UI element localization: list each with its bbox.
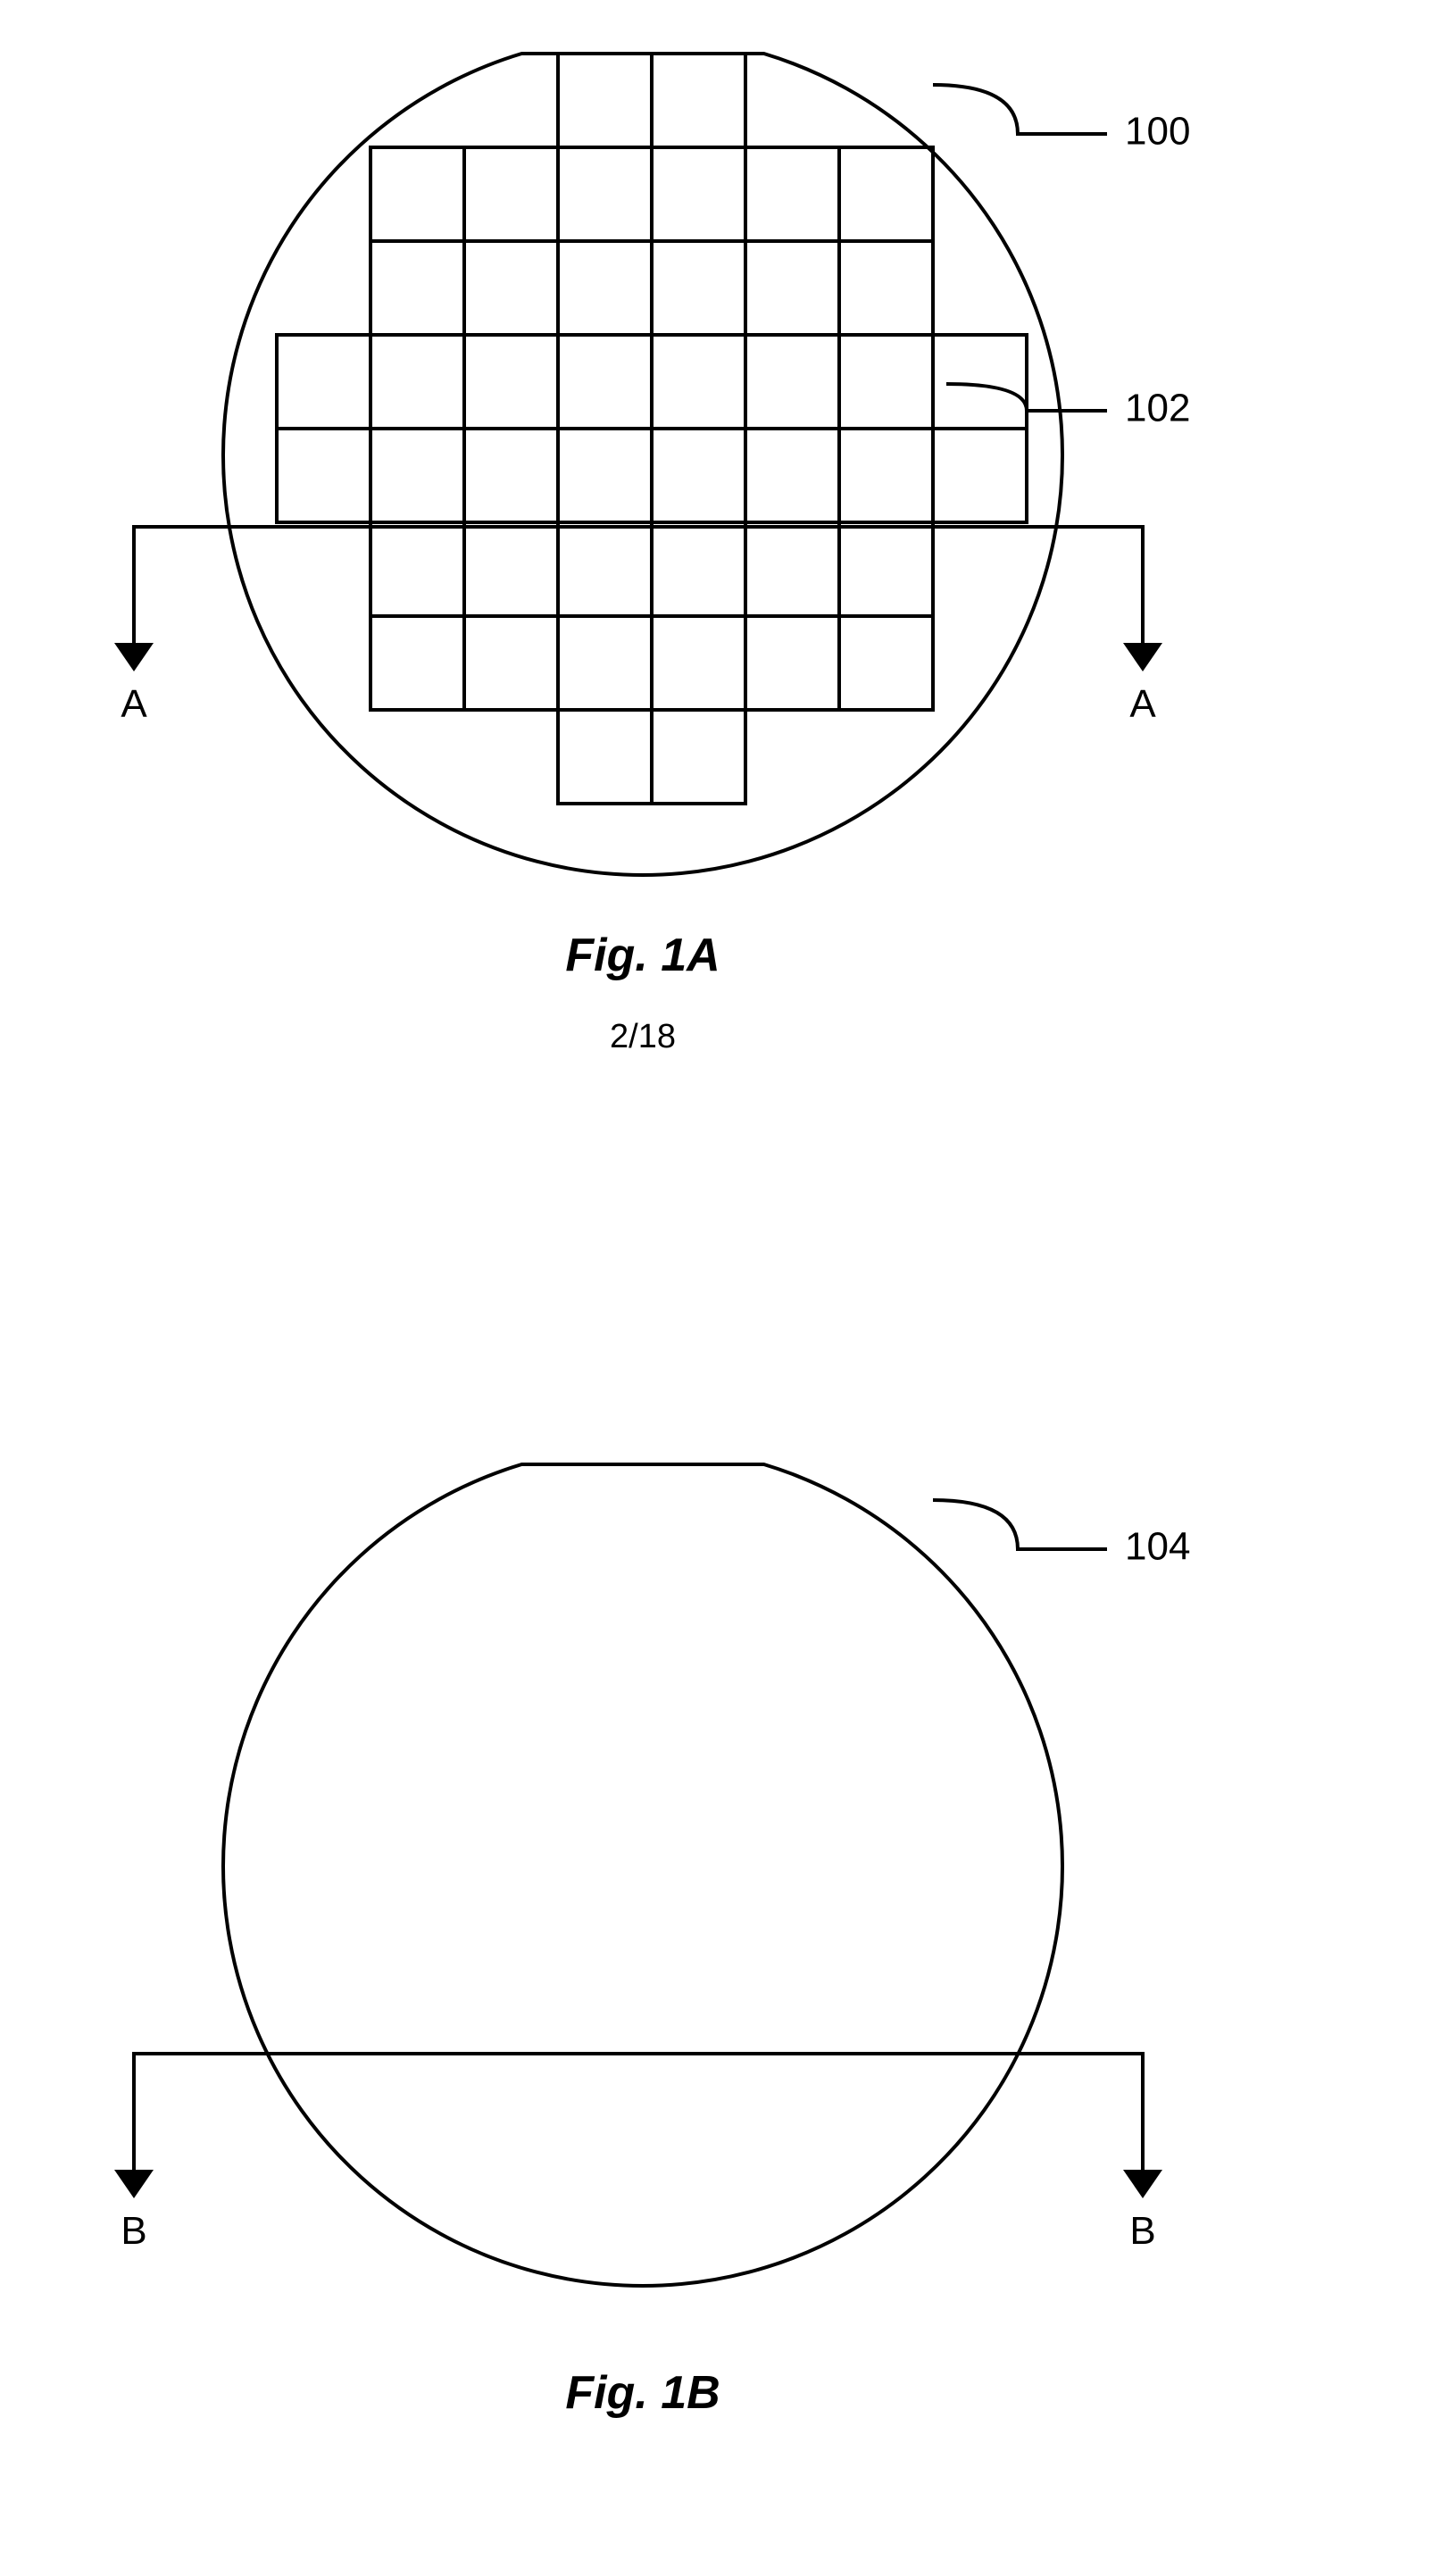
ref-104: 104 [1125,1525,1190,1569]
page: A A 100 102 Fig. 1A 2/18 B B 104 Fig. 1B [0,0,1432,2576]
fig-1b-caption: Fig. 1B [0,2366,1286,2420]
fig-1b-leaders: 104 [0,0,1432,2576]
